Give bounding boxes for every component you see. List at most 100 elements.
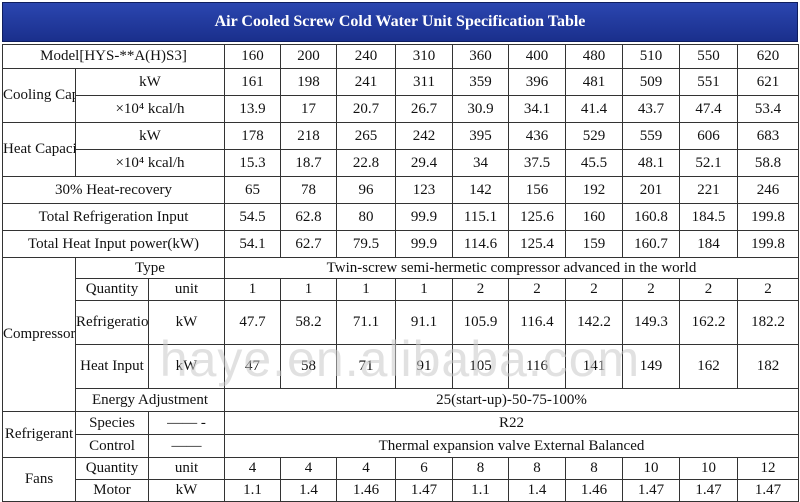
table-cell: 161	[224, 68, 281, 96]
table-cell: 13.9	[224, 95, 281, 123]
table-cell: 115.1	[452, 203, 509, 231]
cooling-kcal-unit: ×10⁴ kcal/h	[75, 95, 225, 123]
refrigerant-control-label: Control	[75, 434, 149, 458]
table-cell: 105.9	[452, 300, 509, 345]
energy-adjustment-value: 25(start-up)-50-75-100%	[224, 388, 799, 412]
model-cell: 620	[737, 44, 799, 69]
refrigeration-input-row: Total Refrigeration Input 54.5 62.8 80 9…	[2, 203, 799, 231]
table-cell: 71	[336, 344, 396, 389]
table-cell: 12	[737, 457, 799, 480]
model-cell: 310	[395, 44, 453, 69]
table-cell: 2	[565, 278, 623, 301]
table-title: Air Cooled Screw Cold Water Unit Specifi…	[2, 2, 798, 42]
table-cell: 141	[565, 344, 623, 389]
heat-capacity-label: Heat Capacity	[2, 122, 76, 177]
table-cell: 53.4	[737, 95, 799, 123]
heat-kcal-row: ×10⁴ kcal/h 15.3 18.7 22.8 29.4 34 37.5 …	[3, 149, 799, 177]
table-cell: 246	[737, 176, 799, 204]
table-cell: 52.1	[679, 149, 738, 177]
table-cell: 1.4	[280, 479, 337, 502]
table-cell: 116.4	[508, 300, 566, 345]
cooling-kcal-row: ×10⁴ kcal/h 13.9 17 20.7 26.7 30.9 34.1 …	[3, 95, 799, 123]
cooling-kw-row: Cooling Capacity kW 161 198 241 311 359 …	[2, 68, 799, 123]
table-cell: 125.4	[508, 230, 566, 258]
table-cell: 30.9	[452, 95, 509, 123]
table-cell: 4	[336, 457, 396, 480]
compressor-quantity-unit: unit	[148, 278, 225, 301]
model-cell: 240	[336, 44, 396, 69]
table-cell: 41.4	[565, 95, 623, 123]
heat-kw-row: Heat Capacity kW 178 218 265 242 395 436…	[2, 122, 799, 177]
refrigerant-control-row: Control —— Thermal expansion valve Exter…	[3, 434, 799, 458]
table-cell: 1	[224, 278, 281, 301]
table-cell: 99.9	[395, 230, 453, 258]
fans-quantity-unit: unit	[148, 457, 225, 480]
refrigeration-input-label: Total Refrigeration Input	[2, 203, 225, 231]
table-cell: 241	[336, 68, 396, 96]
table-cell: 265	[336, 122, 396, 150]
table-cell: 62.8	[280, 203, 337, 231]
model-cell: 200	[280, 44, 337, 69]
table-cell: 116	[508, 344, 566, 389]
table-cell: 10	[622, 457, 680, 480]
table-cell: 125.6	[508, 203, 566, 231]
table-cell: 114.6	[452, 230, 509, 258]
table-cell: 4	[224, 457, 281, 480]
table-cell: 436	[508, 122, 566, 150]
fans-quantity-row: Fans Quantity unit 4 4 4 6 8 8 8 10 10 1…	[2, 457, 799, 502]
table-cell: 47.7	[224, 300, 281, 345]
table-cell: 2	[622, 278, 680, 301]
table-cell: 34	[452, 149, 509, 177]
compressor-label: Compressor	[2, 257, 76, 412]
table-cell: 142	[452, 176, 509, 204]
table-cell: 142.2	[565, 300, 623, 345]
table-cell: 1	[336, 278, 396, 301]
table-cell: 551	[679, 68, 738, 96]
table-cell: 105	[452, 344, 509, 389]
compressor-heat-input-row: Heat Input kW 47 58 71 91 105 116 141 14…	[3, 344, 799, 389]
table-cell: 47	[224, 344, 281, 389]
table-cell: 8	[508, 457, 566, 480]
table-cell: 359	[452, 68, 509, 96]
table-cell: 62.7	[280, 230, 337, 258]
table-cell: 182.2	[737, 300, 799, 345]
table-cell: 65	[224, 176, 281, 204]
table-cell: 29.4	[395, 149, 453, 177]
table-cell: 54.1	[224, 230, 281, 258]
compressor-refrigeration-input-row: Refrigeration Input kW 47.7 58.2 71.1 91…	[3, 300, 799, 345]
heat-recovery-label: 30% Heat-recovery	[2, 176, 225, 204]
model-cell: 550	[679, 44, 738, 69]
table-cell: 481	[565, 68, 623, 96]
table-cell: 184	[679, 230, 738, 258]
table-cell: 18.7	[280, 149, 337, 177]
table-cell: 156	[508, 176, 566, 204]
table-cell: 123	[395, 176, 453, 204]
cooling-capacity-label: Cooling Capacity	[2, 68, 76, 123]
table-cell: 47.4	[679, 95, 738, 123]
energy-adjustment-label: Energy Adjustment	[75, 388, 225, 412]
table-cell: 198	[280, 68, 337, 96]
compressor-refrigeration-input-unit: kW	[148, 300, 225, 345]
table-cell: 58.8	[737, 149, 799, 177]
fans-motor-row: Motor kW 1.1 1.4 1.46 1.47 1.1 1.4 1.46 …	[3, 479, 799, 502]
table-cell: 184.5	[679, 203, 738, 231]
table-cell: 91.1	[395, 300, 453, 345]
table-cell: 621	[737, 68, 799, 96]
spec-table: Model[HYS-**A(H)S3] 160 200 240 310 360 …	[2, 44, 799, 502]
table-cell: 1.47	[395, 479, 453, 502]
table-cell: 43.7	[622, 95, 680, 123]
table-cell: 159	[565, 230, 623, 258]
table-cell: 1	[280, 278, 337, 301]
table-cell: 182	[737, 344, 799, 389]
table-cell: 509	[622, 68, 680, 96]
table-cell: 20.7	[336, 95, 396, 123]
cooling-kw-unit: kW	[75, 68, 225, 96]
table-cell: 1	[395, 278, 453, 301]
table-cell: 395	[452, 122, 509, 150]
table-cell: 48.1	[622, 149, 680, 177]
table-cell: 559	[622, 122, 680, 150]
table-cell: 1.1	[224, 479, 281, 502]
model-label: Model[HYS-**A(H)S3]	[2, 44, 225, 69]
table-cell: 34.1	[508, 95, 566, 123]
table-cell: 149.3	[622, 300, 680, 345]
